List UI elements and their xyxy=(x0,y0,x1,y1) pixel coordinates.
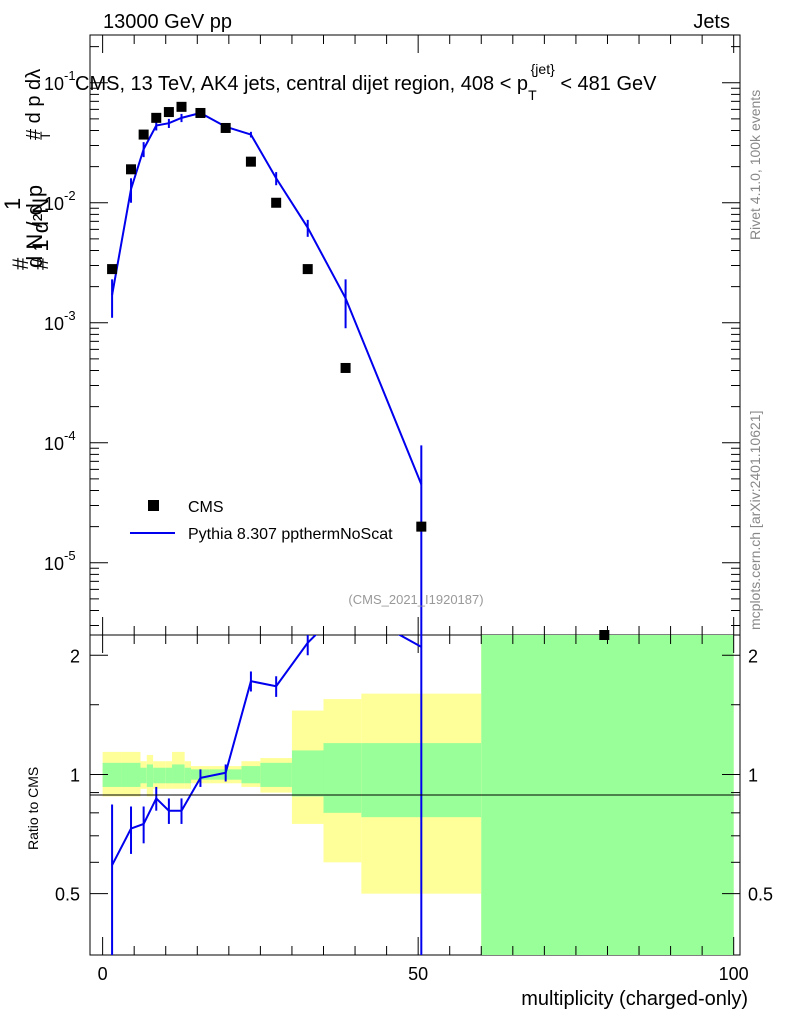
y-label-top: # xyxy=(8,257,33,270)
ratio-y-label: Ratio to CMS xyxy=(25,767,41,850)
rivet-label: Rivet 4.1.0, 100k events xyxy=(747,90,763,240)
data-point xyxy=(340,362,351,373)
mcplots-label: mcplots.cern.ch [arXiv:2401.10621] xyxy=(747,411,763,630)
band-inner xyxy=(153,767,166,784)
data-point xyxy=(302,264,313,275)
y-tick-label: 10 xyxy=(44,314,64,334)
band-inner xyxy=(140,767,147,784)
x-axis: 0 50 100 xyxy=(98,35,749,984)
y-tick-label: 10 xyxy=(44,434,64,454)
ratio-y-tick-label: 2 xyxy=(70,646,80,666)
main-panel-frame xyxy=(89,34,741,636)
legend-data-marker xyxy=(148,500,159,511)
band-inner xyxy=(291,750,324,797)
y-label-right: # d p dλ xyxy=(23,69,45,140)
band-inner xyxy=(184,767,191,784)
data-point xyxy=(599,630,610,640)
y-tick-exponent: -3 xyxy=(64,308,76,323)
y-label-sub: T xyxy=(37,131,53,140)
y-tick-exponent: -4 xyxy=(64,428,76,443)
band-inner xyxy=(102,762,122,787)
band-inner xyxy=(241,766,261,784)
data-point xyxy=(138,129,149,140)
mc-series xyxy=(111,110,423,635)
header-right: Jets xyxy=(693,11,730,33)
y-tick-label: 10 xyxy=(44,74,64,94)
header-left: 13000 GeV pp xyxy=(103,11,232,33)
ratio-y-tick-label: 0.5 xyxy=(55,885,80,905)
data-point xyxy=(220,122,231,133)
band-inner xyxy=(323,743,362,813)
ratio-y-tick-label-right: 1 xyxy=(748,765,758,785)
x-tick-label: 0 xyxy=(98,964,108,984)
main-y-label: # 1 d²N xyxy=(28,198,53,270)
data-point xyxy=(151,112,162,123)
data-point xyxy=(271,197,282,208)
main-y-axis: 10-110-210-310-410-5 xyxy=(44,46,740,626)
y-label-num: d N / d p xyxy=(22,185,47,268)
data-point xyxy=(245,156,256,167)
watermark: (CMS_2021_I1920187) xyxy=(348,592,483,607)
y-label-one: 1 xyxy=(0,198,25,210)
data-point xyxy=(107,264,118,275)
plot-title: CMS, 13 TeV, AK4 jets, central dijet reg… xyxy=(75,61,657,103)
ratio-y-axis: 0.5 0.5 1 1 2 2 xyxy=(55,646,773,904)
ratio-y-tick-label-right: 0.5 xyxy=(748,885,773,905)
y-tick-label: 10 xyxy=(44,194,64,214)
ratio-y-tick-label: 1 xyxy=(70,765,80,785)
data-series xyxy=(107,101,610,640)
x-tick-label: 50 xyxy=(408,964,428,984)
band-inner xyxy=(121,762,141,787)
x-axis-label: multiplicity (charged-only) xyxy=(521,988,748,1010)
y-tick-exponent: -1 xyxy=(64,68,76,83)
x-tick-label: 100 xyxy=(719,964,749,984)
ratio-y-tick-label-right: 2 xyxy=(748,646,758,666)
data-point xyxy=(195,107,206,118)
band-inner xyxy=(146,764,154,787)
legend-data-label: CMS xyxy=(188,499,224,516)
data-point xyxy=(176,101,187,112)
y-tick-exponent: -2 xyxy=(64,188,76,203)
data-point xyxy=(163,107,174,118)
legend-mc-label: Pythia 8.307 ppthermNoScat xyxy=(188,526,393,543)
band-inner xyxy=(172,764,185,784)
svg-text:# 1 d²N: # 1 d²N xyxy=(28,198,53,270)
data-point xyxy=(126,164,137,175)
y-tick-label: 10 xyxy=(44,554,64,574)
y-tick-exponent: -5 xyxy=(64,548,76,563)
data-point xyxy=(416,521,427,532)
band-inner xyxy=(165,767,173,784)
legend: CMS Pythia 8.307 ppthermNoScat xyxy=(130,499,393,543)
mc-line xyxy=(111,111,423,485)
band-inner xyxy=(260,762,292,787)
